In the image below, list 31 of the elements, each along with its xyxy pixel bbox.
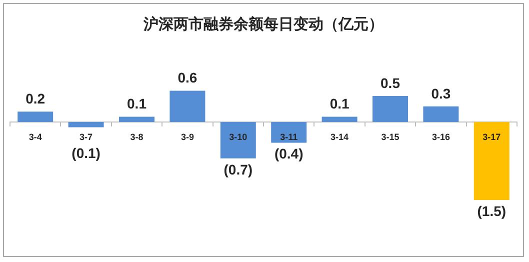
bar (18, 112, 54, 122)
bar (68, 122, 104, 128)
bar (220, 122, 256, 158)
x-tick-label: 3-16 (432, 132, 450, 142)
data-label: (0.7) (224, 161, 253, 178)
bar (271, 122, 307, 143)
bar (322, 116, 358, 122)
data-label: (1.5) (477, 202, 506, 219)
data-label: 0.2 (26, 90, 46, 106)
x-tick-label: 3-7 (80, 132, 93, 142)
x-tick-label: 3-4 (28, 132, 42, 142)
data-label: 0.3 (431, 85, 451, 102)
chart-title: 沪深两市融券余额每日变动（亿元） (142, 14, 384, 33)
x-tick-label: 3-9 (180, 132, 194, 142)
x-tick-label: 3-11 (280, 132, 298, 142)
data-label: 0.1 (127, 96, 147, 112)
x-tick-label: 3-14 (330, 132, 349, 142)
data-label: (0.1) (72, 144, 100, 161)
data-label: (0.4) (274, 146, 304, 162)
bar (372, 96, 408, 122)
bar (423, 106, 459, 122)
data-label: 0.1 (330, 96, 350, 112)
bar (119, 116, 154, 122)
x-tick-label: 3-10 (229, 132, 248, 142)
data-label: 0.5 (380, 74, 400, 91)
bar (170, 90, 206, 122)
x-tick-label: 3-8 (130, 132, 144, 142)
data-label: 0.6 (178, 70, 198, 86)
bar (474, 122, 510, 200)
x-tick-label: 3-17 (482, 132, 501, 142)
x-tick-label: 3-15 (381, 132, 400, 142)
